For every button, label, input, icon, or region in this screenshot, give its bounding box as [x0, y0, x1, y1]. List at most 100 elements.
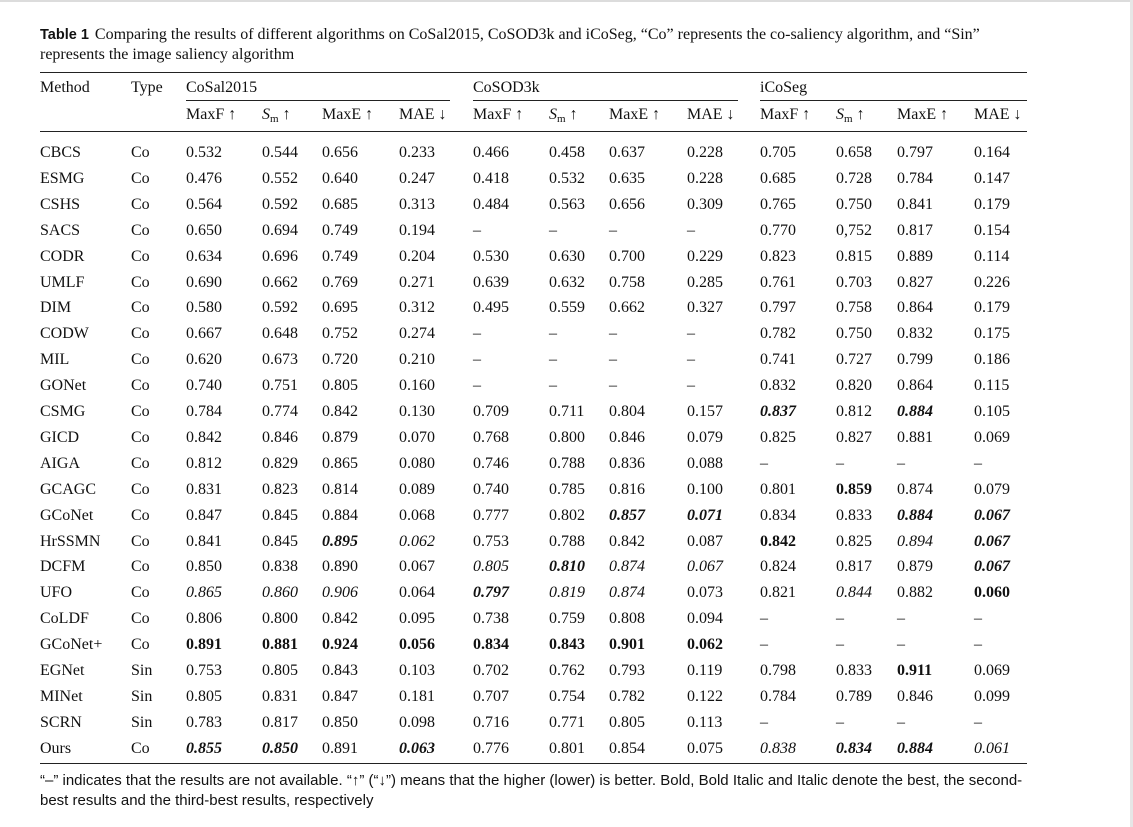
- table-cell: 0.776: [473, 740, 509, 757]
- table-cell: 0.806: [186, 610, 222, 627]
- row-method: DIM: [40, 299, 72, 316]
- table-cell: 0.062: [399, 533, 435, 550]
- table-cell: 0.832: [897, 325, 933, 342]
- row-type: Co: [131, 584, 150, 601]
- table-cell: –: [760, 636, 768, 653]
- table-cell: 0.838: [760, 740, 796, 757]
- table-cell: 0.656: [609, 196, 645, 213]
- table-cell: –: [549, 377, 557, 394]
- table-cell: 0.056: [399, 636, 435, 653]
- table-cell: 0.838: [262, 558, 298, 575]
- header-maxe: MaxE ↑: [897, 106, 949, 123]
- table-cell: 0.228: [687, 144, 723, 161]
- table-cell: 0.889: [897, 248, 933, 265]
- table-cell: 0.855: [186, 740, 222, 757]
- table-cell: 0.802: [549, 507, 585, 524]
- table-cell: 0.695: [322, 299, 358, 316]
- table-cell: 0.834: [836, 740, 872, 757]
- table-cell: 0.864: [897, 377, 933, 394]
- table-cell: 0.705: [760, 144, 796, 161]
- table-cell: 0.837: [760, 403, 796, 420]
- table-cell: 0.891: [322, 740, 358, 757]
- row-type: Co: [131, 248, 150, 265]
- top-rule: [40, 72, 1027, 73]
- row-type: Co: [131, 222, 150, 239]
- table-cell: 0.061: [974, 740, 1010, 757]
- table-cell: 0.088: [687, 455, 723, 472]
- table-cell: 0.823: [262, 481, 298, 498]
- row-type: Co: [131, 429, 150, 446]
- table-cell: 0.179: [974, 299, 1010, 316]
- table-cell: 0.702: [473, 662, 509, 679]
- table-cell: 0.639: [473, 274, 509, 291]
- table-cell: –: [897, 714, 905, 731]
- table-cell: 0.841: [897, 196, 933, 213]
- table-cell: 0.854: [609, 740, 645, 757]
- row-method: MINet: [40, 688, 83, 705]
- table-cell: 0.817: [897, 222, 933, 239]
- table-cell: 0.924: [322, 636, 358, 653]
- table-cell: 0.087: [687, 533, 723, 550]
- header-group-icoseg: iCoSeg: [760, 79, 808, 96]
- table-cell: 0.327: [687, 299, 723, 316]
- table-cell: 0.154: [974, 222, 1010, 239]
- table-cell: 0.563: [549, 196, 585, 213]
- table-cell: 0.831: [186, 481, 222, 498]
- table-cell: 0.746: [473, 455, 509, 472]
- row-method: UMLF: [40, 274, 85, 291]
- table-cell: 0.062: [687, 636, 723, 653]
- table-cell: 0.762: [549, 662, 585, 679]
- table-cell: 0.754: [549, 688, 585, 705]
- table-cell: 0.782: [760, 325, 796, 342]
- table-cell: 0.160: [399, 377, 435, 394]
- table-cell: 0.842: [322, 610, 358, 627]
- table-cell: 0.073: [687, 584, 723, 601]
- table-cell: 0.685: [760, 170, 796, 187]
- table-cell: –: [687, 325, 695, 342]
- table-cell: 0.824: [760, 558, 796, 575]
- table-cell: 0.846: [897, 688, 933, 705]
- table-cell: –: [609, 222, 617, 239]
- table-cell: 0.194: [399, 222, 435, 239]
- table-cell: 0.846: [262, 429, 298, 446]
- table-cell: 0.833: [836, 507, 872, 524]
- table-cell: 0.758: [836, 299, 872, 316]
- table-cell: 0.495: [473, 299, 509, 316]
- table-cell: 0.789: [836, 688, 872, 705]
- table-cell: 0.879: [322, 429, 358, 446]
- table-cell: 0.098: [399, 714, 435, 731]
- table-cell: 0.164: [974, 144, 1010, 161]
- row-method: CBCS: [40, 144, 81, 161]
- table-cell: 0.783: [186, 714, 222, 731]
- table-cell: 0.709: [473, 403, 509, 420]
- row-type: Co: [131, 507, 150, 524]
- table-cell: 0.788: [549, 455, 585, 472]
- table-cell: 0.094: [687, 610, 723, 627]
- table-cell: 0.530: [473, 248, 509, 265]
- table-cell: 0.271: [399, 274, 435, 291]
- table-cell: 0.711: [549, 403, 585, 420]
- table-cell: 0.827: [897, 274, 933, 291]
- table-cell: 0.309: [687, 196, 723, 213]
- row-method: MIL: [40, 351, 70, 368]
- table-cell: 0.825: [760, 429, 796, 446]
- table-cell: 0.637: [609, 144, 645, 161]
- row-method: Ours: [40, 740, 72, 757]
- table-cell: 0.906: [322, 584, 358, 601]
- right-edge: [1130, 0, 1133, 827]
- table-cell: 0.750: [836, 325, 872, 342]
- table-cell: 0.874: [609, 558, 645, 575]
- table-cell: 0.069: [974, 662, 1010, 679]
- row-type: Co: [131, 558, 150, 575]
- table-cell: 0.842: [760, 533, 796, 550]
- table-cell: 0.632: [549, 274, 585, 291]
- row-type: Co: [131, 455, 150, 472]
- table-cell: –: [974, 455, 982, 472]
- row-type: Co: [131, 299, 150, 316]
- header-mae: MAE ↓: [399, 106, 447, 123]
- table-cell: 0.064: [399, 584, 435, 601]
- table-cell: 0.891: [186, 636, 222, 653]
- table-cell: 0.784: [186, 403, 222, 420]
- table-cell: 0.075: [687, 740, 723, 757]
- table-cell: 0.797: [897, 144, 933, 161]
